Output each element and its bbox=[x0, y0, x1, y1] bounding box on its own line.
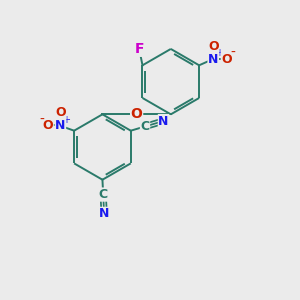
Text: N: N bbox=[99, 207, 109, 220]
Text: N: N bbox=[158, 115, 169, 128]
Text: -: - bbox=[39, 112, 44, 127]
Text: O: O bbox=[55, 106, 66, 119]
Text: N: N bbox=[208, 52, 218, 65]
Text: C: C bbox=[140, 120, 150, 133]
Text: +: + bbox=[215, 48, 223, 59]
Text: O: O bbox=[221, 52, 232, 65]
Text: O: O bbox=[43, 119, 53, 132]
Text: O: O bbox=[208, 40, 219, 53]
Text: -: - bbox=[231, 46, 236, 60]
Text: +: + bbox=[62, 115, 70, 125]
Text: F: F bbox=[134, 42, 144, 56]
Text: N: N bbox=[55, 119, 66, 132]
Text: O: O bbox=[131, 107, 142, 121]
Text: C: C bbox=[99, 188, 108, 201]
